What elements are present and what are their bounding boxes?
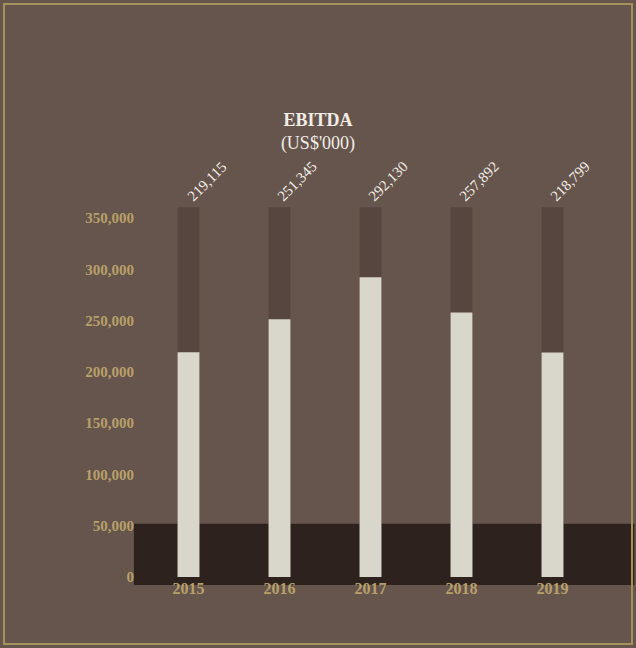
svg-text:2015: 2015 (173, 580, 205, 597)
svg-text:251,345: 251,345 (274, 158, 320, 204)
svg-text:0: 0 (127, 569, 135, 585)
svg-text:250,000: 250,000 (85, 313, 134, 329)
svg-text:200,000: 200,000 (85, 364, 134, 380)
svg-text:2016: 2016 (264, 580, 296, 597)
svg-text:218,799: 218,799 (547, 158, 593, 204)
svg-text:300,000: 300,000 (85, 262, 134, 278)
svg-text:219,115: 219,115 (184, 159, 229, 204)
svg-text:100,000: 100,000 (85, 467, 134, 483)
svg-text:350,000: 350,000 (85, 210, 134, 226)
svg-text:150,000: 150,000 (85, 415, 134, 431)
svg-text:2017: 2017 (355, 580, 387, 597)
svg-text:292,130: 292,130 (365, 158, 411, 204)
svg-text:2019: 2019 (537, 580, 569, 597)
svg-text:257,892: 257,892 (456, 158, 502, 204)
svg-text:50,000: 50,000 (93, 518, 134, 534)
svg-text:EBITDA(US$'000): EBITDA(US$'000) (281, 110, 355, 154)
svg-text:2018: 2018 (446, 580, 478, 597)
